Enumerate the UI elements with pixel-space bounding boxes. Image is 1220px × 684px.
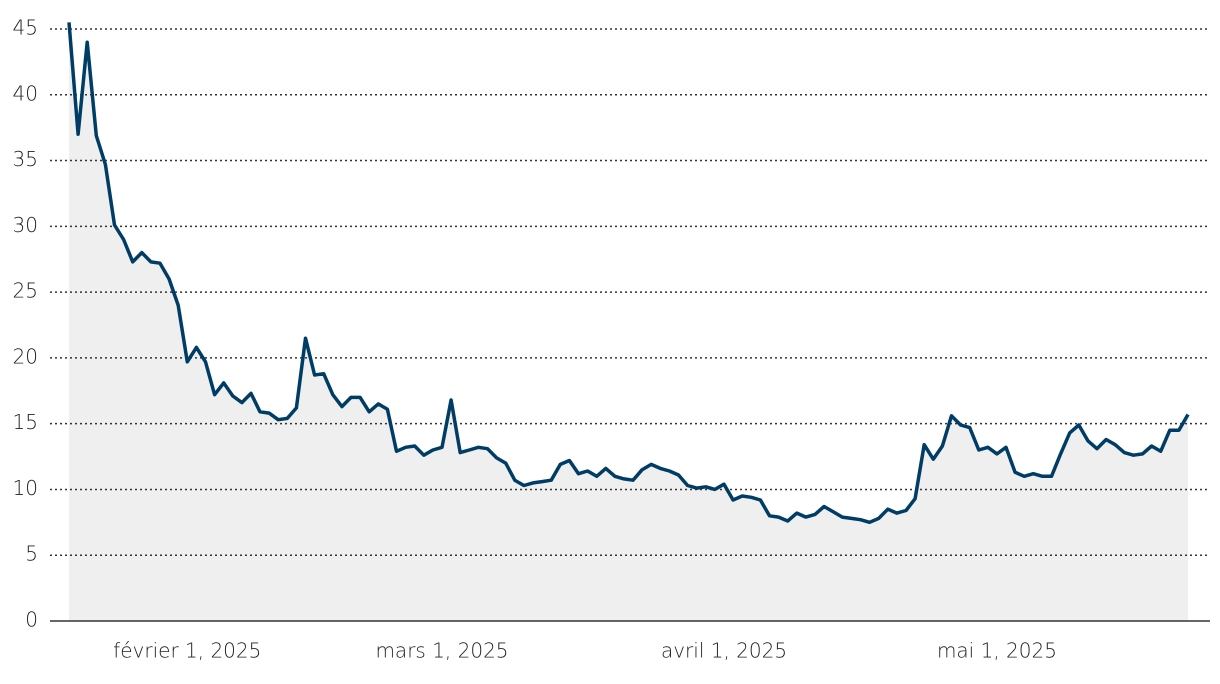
x-tick-label: mai 1, 2025: [937, 639, 1057, 663]
x-tick-label: mars 1, 2025: [375, 639, 508, 663]
y-tick-label: 15: [13, 410, 38, 434]
y-tick-label: 25: [13, 279, 38, 303]
y-tick-label: 20: [13, 344, 38, 368]
y-tick-label: 0: [25, 608, 38, 632]
y-tick-label: 35: [13, 147, 38, 171]
area: [69, 22, 1188, 621]
y-tick-label: 10: [13, 476, 38, 500]
line: [67, 22, 1190, 525]
y-tick-label: 40: [13, 81, 38, 105]
y-tick-label: 5: [25, 542, 38, 566]
y-tick-label: 45: [13, 16, 38, 40]
x-tick-label: avril 1, 2025: [661, 639, 787, 663]
y-tick-label: 30: [13, 213, 38, 237]
x-tick-label: février 1, 2025: [113, 639, 261, 663]
